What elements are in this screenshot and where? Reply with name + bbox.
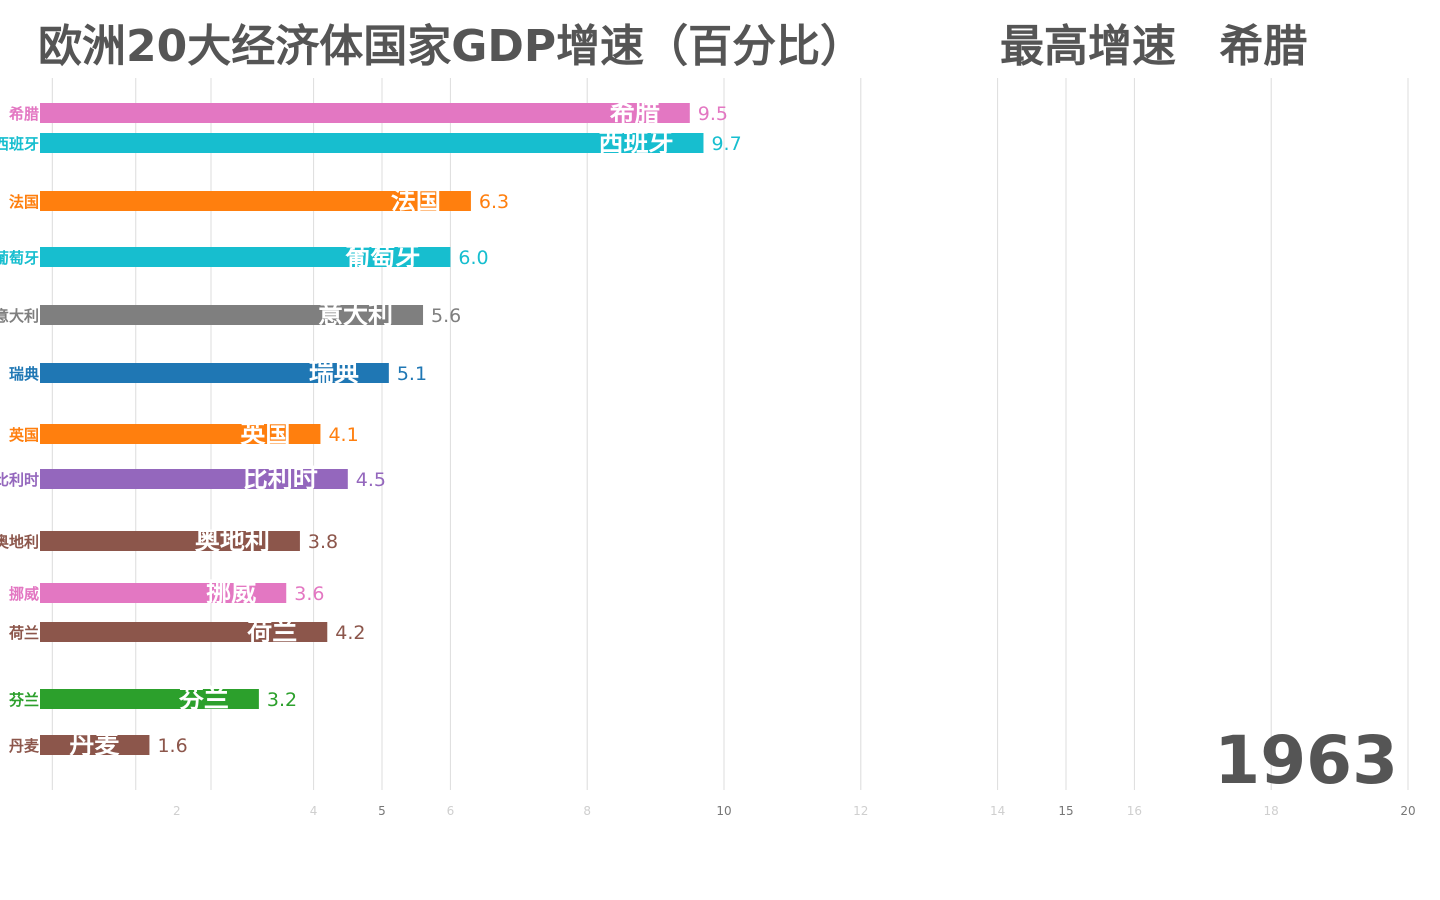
- category-label: 丹麦: [9, 737, 40, 755]
- leader-label: 最高增速: [1000, 21, 1176, 72]
- bar-row: 荷兰 荷兰 4.2: [9, 617, 366, 646]
- category-label: 瑞典: [9, 365, 39, 383]
- bar-value-label: 5.6: [431, 305, 461, 327]
- x-tick-label: 18: [1264, 804, 1279, 818]
- x-tick-label: 16: [1127, 804, 1142, 818]
- bar: [40, 305, 424, 325]
- bar: [40, 363, 389, 383]
- bar: [40, 103, 690, 123]
- x-tick-label: 15: [1058, 804, 1073, 818]
- bar-inner-label: 英国: [240, 419, 290, 448]
- bar-value-label: 3.8: [308, 531, 338, 553]
- x-tick-label: 5: [378, 804, 386, 818]
- leader-name: 希腊: [1219, 21, 1308, 72]
- bar-inner-label: 比利时: [243, 464, 318, 493]
- category-label: 比利时: [0, 471, 39, 489]
- bar-row: 挪威 挪威 3.6: [9, 578, 324, 607]
- bar-value-label: 9.7: [711, 133, 741, 155]
- x-tick-label: 10: [716, 804, 731, 818]
- bar-row: 西班牙 西班牙 9.7: [0, 128, 742, 157]
- bar-row: 芬兰 芬兰 3.2: [9, 684, 297, 713]
- bar-value-label: 6.0: [458, 247, 488, 269]
- bar-inner-label: 西班牙: [598, 128, 673, 157]
- x-tick-label: 20: [1400, 804, 1415, 818]
- x-axis-ticks: 2 4 5 6 8 10 12 14 15 16 18 20: [173, 804, 1416, 818]
- bar: [40, 424, 321, 444]
- x-tick-label: 6: [447, 804, 455, 818]
- category-label: 希腊: [9, 105, 39, 123]
- bar-inner-label: 奥地利: [195, 526, 270, 555]
- x-tick-label: 4: [310, 804, 318, 818]
- x-tick-label: 2: [173, 804, 181, 818]
- bar-inner-label: 希腊: [610, 98, 660, 127]
- leader-indicator: 最高增速 希腊: [1000, 10, 1307, 74]
- bar-inner-label: 瑞典: [309, 358, 359, 387]
- bar-value-label: 3.6: [294, 583, 324, 605]
- year-label: 1963: [1214, 722, 1398, 799]
- bar-value-label: 4.1: [328, 424, 358, 446]
- bar: [40, 735, 150, 755]
- bar-inner-label: 挪威: [206, 578, 256, 607]
- x-tick-label: 14: [990, 804, 1005, 818]
- bar-value-label: 9.5: [698, 103, 728, 125]
- x-tick-label: 8: [583, 804, 591, 818]
- bar-row: 奥地利 奥地利 3.8: [0, 526, 338, 555]
- bar-row: 希腊 希腊 9.5: [9, 98, 728, 127]
- bar-value-label: 4.5: [356, 469, 386, 491]
- bar: [40, 689, 259, 709]
- bar: [40, 133, 704, 153]
- chart-title: 欧洲20大经济体国家GDP增速（百分比）: [38, 21, 865, 72]
- category-label: 西班牙: [0, 135, 39, 153]
- bar-value-label: 5.1: [397, 363, 427, 385]
- bar-inner-label: 意大利: [318, 300, 393, 329]
- bar-inner-label: 葡萄牙: [344, 242, 420, 271]
- bar-row: 瑞典 瑞典 5.1: [9, 358, 427, 387]
- bar-row: 比利时 比利时 4.5: [0, 464, 386, 493]
- category-label: 挪威: [9, 585, 39, 603]
- bar-value-label: 6.3: [479, 191, 509, 213]
- category-label: 意大利: [0, 307, 39, 325]
- bars: 希腊 希腊 9.5 西班牙 西班牙 9.7 法国 法国 6.3 葡萄牙 葡萄牙 6.0 意大利 意大利 5.…: [0, 98, 742, 759]
- category-label: 奥地利: [0, 533, 39, 551]
- bar: [40, 622, 328, 642]
- bar: [40, 583, 287, 603]
- category-label: 芬兰: [9, 691, 39, 709]
- bar-value-label: 4.2: [335, 622, 365, 644]
- x-tick-label: 12: [853, 804, 868, 818]
- bar-inner-label: 丹麦: [69, 730, 120, 759]
- category-label: 英国: [9, 426, 39, 444]
- bar-row: 英国 英国 4.1: [9, 419, 359, 448]
- bar-value-label: 3.2: [267, 689, 297, 711]
- category-label: 法国: [9, 193, 39, 211]
- bar-inner-label: 法国: [391, 186, 441, 215]
- bar-row: 意大利 意大利 5.6: [0, 300, 461, 329]
- bar: [40, 191, 471, 211]
- bar-inner-label: 荷兰: [247, 617, 297, 646]
- category-label: 荷兰: [9, 624, 39, 642]
- category-label: 葡萄牙: [0, 249, 39, 267]
- bar: [40, 531, 300, 551]
- bar-row: 丹麦 丹麦 1.6: [9, 730, 188, 759]
- bar: [40, 247, 451, 267]
- bar: [40, 469, 348, 489]
- bar-row: 葡萄牙 葡萄牙 6.0: [0, 242, 489, 271]
- bar-inner-label: 芬兰: [179, 684, 229, 713]
- bar-row: 法国 法国 6.3: [9, 186, 509, 215]
- bar-value-label: 1.6: [157, 735, 187, 757]
